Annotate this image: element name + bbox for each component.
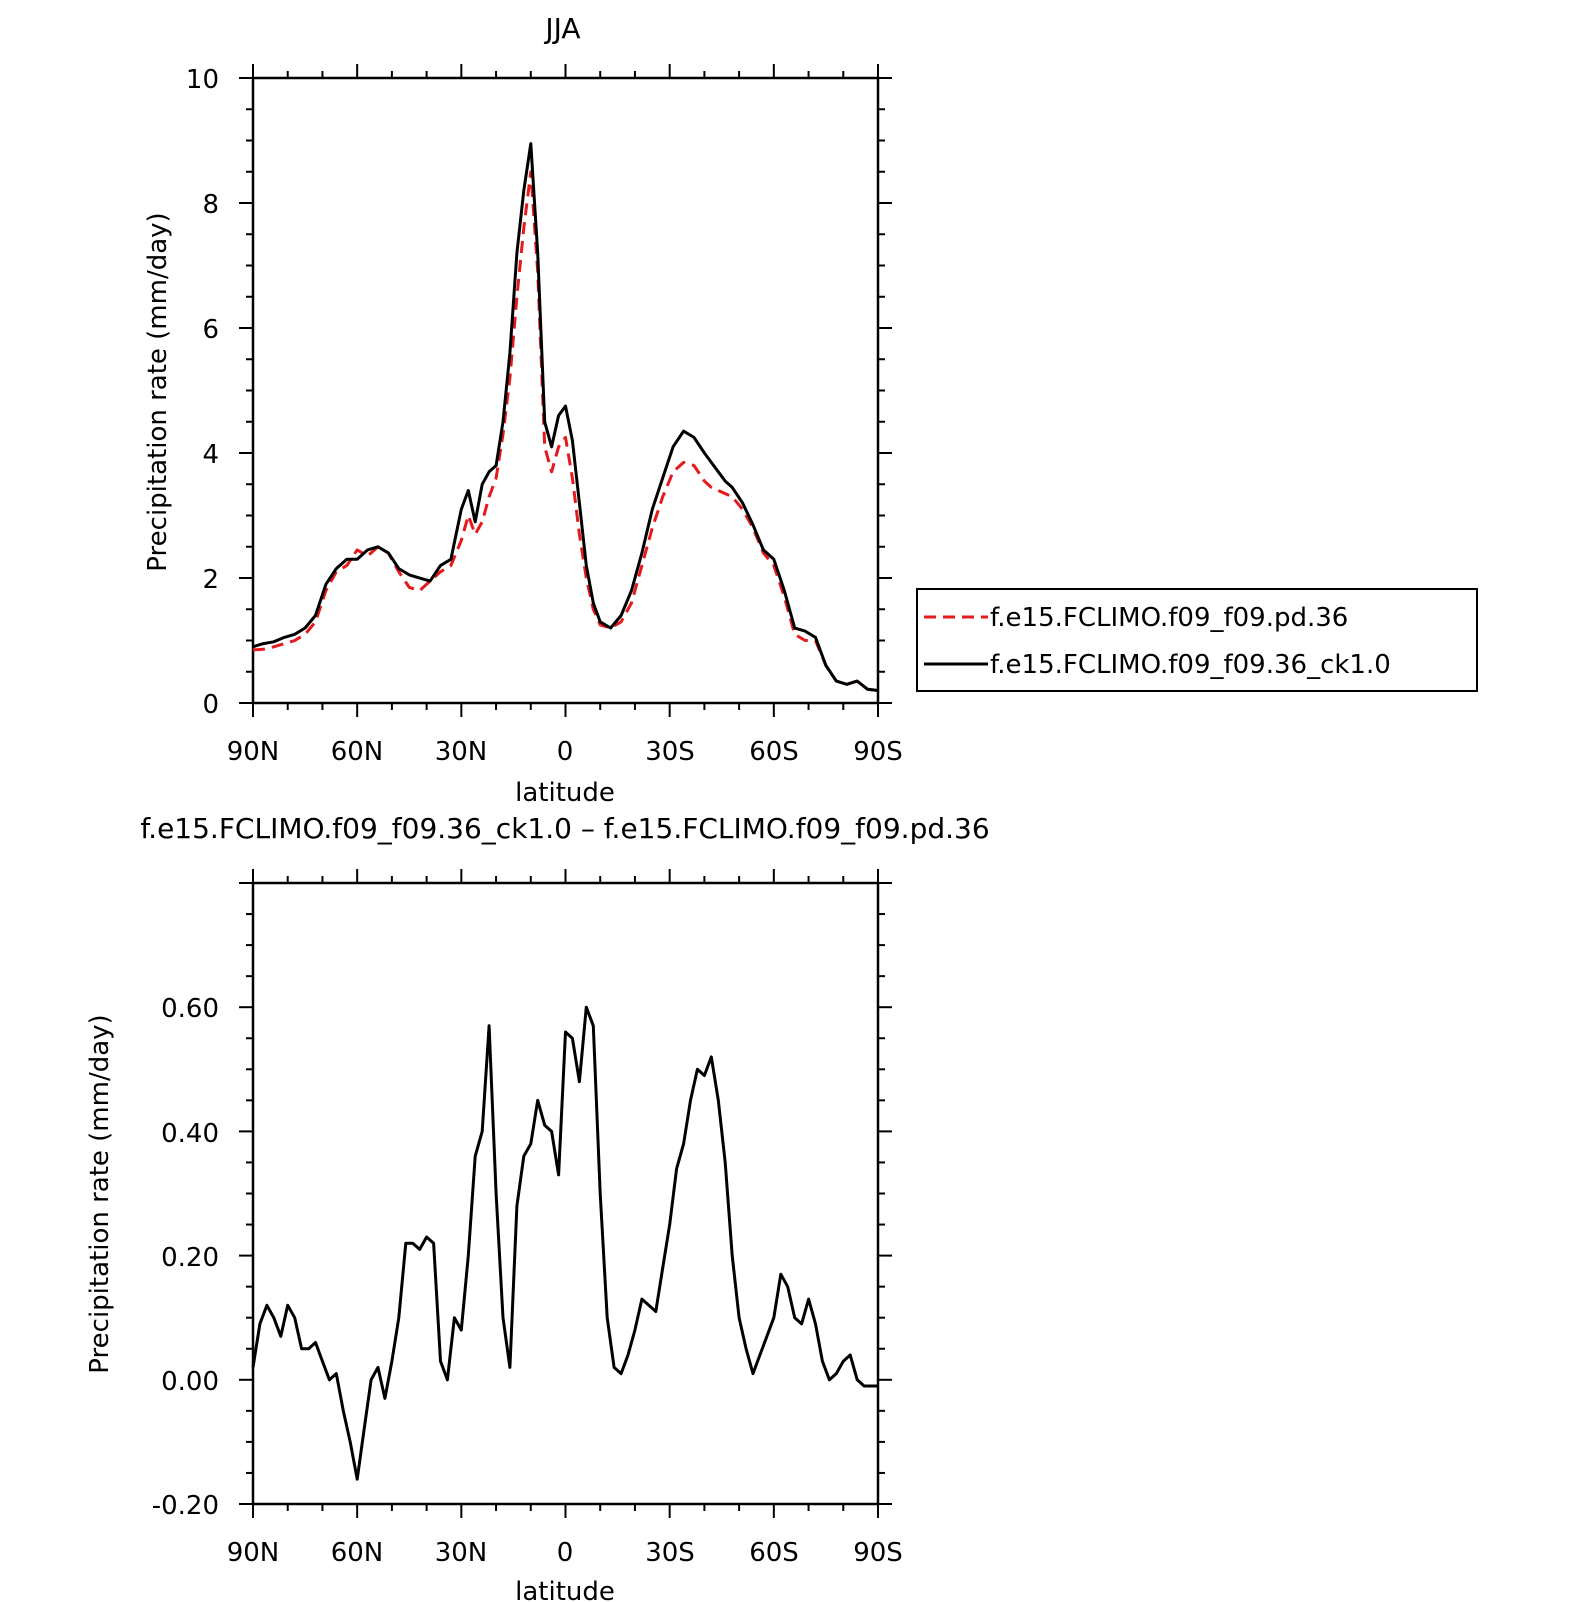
- bottom-chart: -0.20 0.00 0.20 0.40 0.60 90N 60N 30N 0 …: [85, 869, 903, 1602]
- legend-label-red: f.e15.FCLIMO.f09_f09.pd.36: [990, 603, 1348, 633]
- top-y-tick-label: 0: [202, 690, 219, 720]
- bottom-x-axis-label: latitude: [515, 1577, 615, 1602]
- bottom-plot-frame: [251, 881, 880, 1506]
- top-chart: 0 2 4 6 8 10 90N 60N 30N 0 30S 60S 90S l…: [143, 64, 1478, 808]
- top-series: [252, 142, 879, 692]
- top-y-tick-label: 2: [202, 565, 219, 595]
- top-series-line-black: [252, 142, 879, 692]
- bottom-y-tick-label: -0.20: [152, 1491, 219, 1521]
- bottom-x-tick-label: 90N: [227, 1538, 280, 1568]
- bottom-x-tick-labels: 90N 60N 30N 0 30S 60S 90S: [227, 1538, 903, 1568]
- top-legend: f.e15.FCLIMO.f09_f09.pd.36 f.e15.FCLIMO.…: [916, 588, 1478, 692]
- bottom-y-tick-labels: -0.20 0.00 0.20 0.40 0.60: [152, 994, 219, 1521]
- top-y-tick-label: 6: [202, 315, 219, 345]
- top-plot-frame: [251, 76, 880, 705]
- bottom-y-tick-label: 0.60: [161, 994, 219, 1024]
- bottom-chart-title: f.e15.FCLIMO.f09_f09.36_ck1.0 – f.e15.FC…: [140, 812, 989, 845]
- top-x-tick-label: 30S: [645, 737, 695, 767]
- top-x-tick-label: 60S: [749, 737, 799, 767]
- bottom-x-tick-label: 90S: [853, 1538, 903, 1568]
- bottom-y-tick-label: 0.40: [161, 1119, 219, 1149]
- bottom-x-tick-label: 60N: [331, 1538, 384, 1568]
- top-x-tick-labels: 90N 60N 30N 0 30S 60S 90S: [227, 737, 903, 767]
- bottom-x-tick-label: 0: [557, 1538, 574, 1568]
- top-y-tick-label: 10: [186, 65, 219, 95]
- bottom-x-tick-label: 60S: [749, 1538, 799, 1568]
- bottom-y-tick-label: 0.00: [161, 1367, 219, 1397]
- top-series-line-red-dashed: [252, 170, 879, 692]
- bottom-tick-marks: [239, 869, 892, 1518]
- top-y-axis-label: Precipitation rate (mm/day): [143, 212, 173, 571]
- top-x-tick-label: 60N: [331, 737, 384, 767]
- bottom-series: [251, 1005, 878, 1481]
- top-x-tick-label: 30N: [435, 737, 488, 767]
- top-y-tick-label: 4: [202, 440, 219, 470]
- bottom-y-tick-label: 0.20: [161, 1243, 219, 1273]
- legend-label-black: f.e15.FCLIMO.f09_f09.36_ck1.0: [990, 650, 1391, 680]
- legend-box: [916, 588, 1478, 692]
- bottom-y-axis-label: Precipitation rate (mm/day): [85, 1014, 115, 1373]
- top-x-tick-label: 0: [557, 737, 574, 767]
- top-y-tick-labels: 0 2 4 6 8 10: [186, 65, 219, 720]
- top-chart-title: JJA: [543, 12, 580, 45]
- top-x-axis-label: latitude: [515, 778, 615, 808]
- bottom-series-line-black: [251, 1005, 878, 1481]
- top-y-tick-label: 8: [202, 190, 219, 220]
- bottom-x-tick-label: 30S: [645, 1538, 695, 1568]
- bottom-x-tick-label: 30N: [435, 1538, 488, 1568]
- top-x-tick-label: 90N: [227, 737, 280, 767]
- top-tick-marks: [239, 64, 892, 717]
- top-x-tick-label: 90S: [853, 737, 903, 767]
